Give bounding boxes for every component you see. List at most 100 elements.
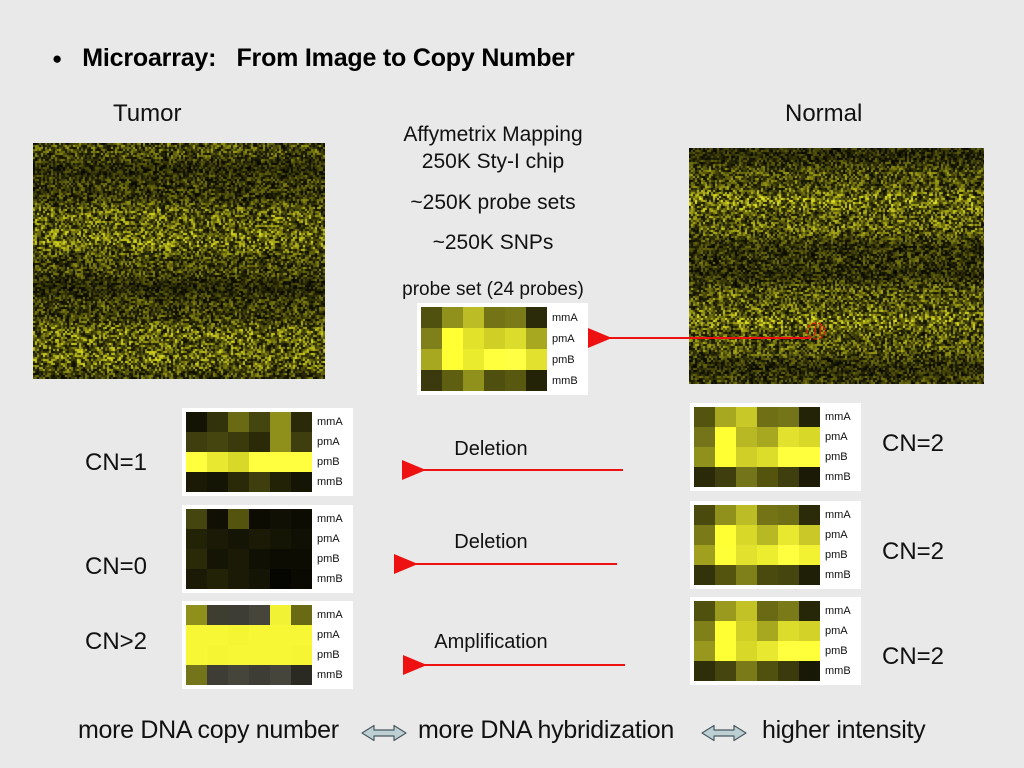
title-row: ● Microarray: From Image to Copy Number — [52, 44, 575, 73]
heatmap-cell — [228, 625, 249, 645]
heatmap-cell — [778, 407, 799, 427]
heatmap-row-label: pmB — [820, 447, 857, 467]
heatmap-cell — [270, 605, 291, 625]
heatmap-cell — [270, 529, 291, 549]
banner-hybridization: more DNA hybridization — [418, 716, 675, 744]
tumor-heatmap-cn0: mmA pmA pmB mmB — [182, 505, 353, 593]
heatmap-cell — [799, 661, 820, 681]
heatmap-cell — [736, 427, 757, 447]
chip-line-1: Affymetrix Mapping — [403, 123, 583, 146]
heatmap-cell — [778, 641, 799, 661]
heatmap-row-label: mmA — [547, 307, 584, 328]
heatmap-cell — [249, 452, 270, 472]
heatmap-cell — [736, 505, 757, 525]
heatmap-cell — [505, 328, 526, 349]
heatmap-cell — [207, 452, 228, 472]
heatmap-cell — [291, 432, 312, 452]
heatmap-cell — [484, 307, 505, 328]
heatmap-cell — [463, 349, 484, 370]
heatmap-cell — [757, 661, 778, 681]
tumor-microarray-image — [33, 143, 325, 379]
heatmap-cell — [715, 641, 736, 661]
heatmap-row-label: mmA — [820, 601, 857, 621]
heatmap-row-label: pmA — [820, 427, 857, 447]
heatmap-cell — [270, 452, 291, 472]
heatmap-cell — [736, 545, 757, 565]
normal-heatmap-3: mmA pmA pmB mmB — [690, 597, 861, 685]
heatmap-cell — [463, 370, 484, 391]
heatmap-cell — [249, 625, 270, 645]
heatmap-row-label: mmB — [312, 472, 349, 492]
heatmap-cell — [526, 307, 547, 328]
heatmap-cell — [270, 569, 291, 589]
heatmap-cell — [799, 641, 820, 661]
heatmap-cell — [442, 370, 463, 391]
heatmap-cell — [228, 529, 249, 549]
heatmap-cell — [228, 432, 249, 452]
heatmap-cell — [249, 645, 270, 665]
heatmap-cell — [291, 625, 312, 645]
heatmap-cell — [799, 601, 820, 621]
heatmap-cell — [526, 328, 547, 349]
heatmap-row-label: pmA — [312, 529, 349, 549]
heatmap-cell — [207, 665, 228, 685]
cn-label-right-3: CN=2 — [882, 643, 945, 670]
heatmap-cell — [207, 412, 228, 432]
heatmap-cell — [799, 545, 820, 565]
heatmap-cell — [799, 505, 820, 525]
heatmap-cell — [736, 407, 757, 427]
heatmap-cell — [757, 447, 778, 467]
heatmap-cell — [715, 601, 736, 621]
heatmap-cell — [249, 569, 270, 589]
heatmap-cell — [249, 432, 270, 452]
heatmap-cell — [736, 621, 757, 641]
heatmap-cell — [799, 447, 820, 467]
cn-label-right-2: CN=2 — [882, 538, 945, 565]
heatmap-cell — [291, 452, 312, 472]
heatmap-cell — [526, 370, 547, 391]
heatmap-cell — [186, 605, 207, 625]
heatmap-cell — [291, 645, 312, 665]
heatmap-row-label: pmA — [312, 432, 349, 452]
chip-description: Affymetrix Mapping 250K Sty-I chip ~250K… — [377, 121, 609, 303]
heatmap-cell — [228, 605, 249, 625]
heatmap-cell — [421, 349, 442, 370]
heatmap-cell — [757, 407, 778, 427]
cn-label-right-1: CN=2 — [882, 430, 945, 457]
heatmap-cell — [715, 525, 736, 545]
annotation-amplification: Amplification — [434, 631, 548, 653]
heatmap-cell — [207, 569, 228, 589]
heatmap-cell — [694, 621, 715, 641]
heatmap-cell — [186, 509, 207, 529]
normal-heatmap-2: mmA pmA pmB mmB — [690, 501, 861, 589]
heatmap-cell — [207, 625, 228, 645]
heatmap-cell — [694, 601, 715, 621]
heatmap-cell — [186, 569, 207, 589]
heatmap-cell — [757, 641, 778, 661]
heatmap-cell — [757, 505, 778, 525]
heatmap-row-label: pmB — [312, 645, 349, 665]
heatmap-row-label: pmB — [820, 545, 857, 565]
heatmap-cell — [799, 565, 820, 585]
heatmap-cell — [736, 661, 757, 681]
heatmap-cell — [505, 349, 526, 370]
heatmap-row-label: mmB — [312, 569, 349, 589]
heatmap-cell — [270, 472, 291, 492]
heatmap-cell — [484, 370, 505, 391]
heatmap-cell — [736, 447, 757, 467]
heatmap-cell — [270, 432, 291, 452]
heatmap-cell — [291, 665, 312, 685]
heatmap-cell — [778, 427, 799, 447]
heatmap-cell — [186, 412, 207, 432]
heatmap-cell — [186, 645, 207, 665]
heatmap-cell — [736, 601, 757, 621]
heatmap-cell — [757, 525, 778, 545]
heatmap-cell — [463, 307, 484, 328]
heatmap-cell — [249, 549, 270, 569]
heatmap-cell — [715, 565, 736, 585]
heatmap-cell — [736, 641, 757, 661]
heatmap-cell — [736, 565, 757, 585]
heatmap-cell — [228, 645, 249, 665]
heatmap-row-label: mmA — [312, 605, 349, 625]
heatmap-cell — [715, 661, 736, 681]
